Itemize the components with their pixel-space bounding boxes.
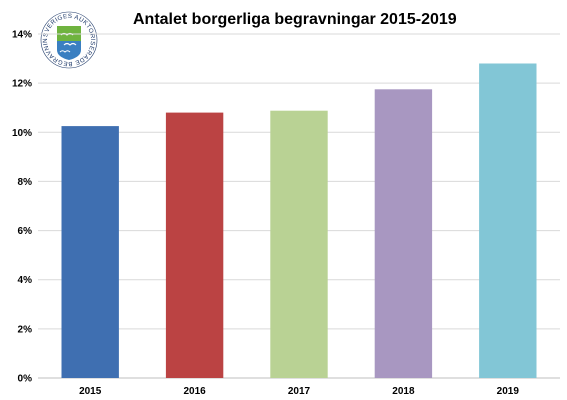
bar-2017: [270, 110, 328, 378]
y-axis-ticks: 0% 2% 4% 6% 8% 10% 12% 14%: [12, 30, 32, 385]
chart-title: Antalet borgerliga begravningar 2015-201…: [133, 11, 457, 28]
bars: [61, 63, 537, 379]
bar-2015: [61, 126, 119, 378]
y-tick-label: 10%: [12, 128, 32, 139]
bar-2019: [479, 63, 537, 378]
x-tick-label: 2018: [392, 386, 415, 397]
x-axis-ticks: 2015 2016 2017 2018 2019: [79, 386, 519, 397]
y-tick-label: 12%: [12, 79, 32, 90]
bar-2016: [165, 112, 224, 378]
x-tick-label: 2019: [497, 386, 520, 397]
y-tick-label: 6%: [18, 226, 33, 237]
y-tick-label: 0%: [18, 374, 33, 385]
x-tick-label: 2016: [183, 386, 206, 397]
x-tick-label: 2017: [288, 386, 311, 397]
x-tick-label: 2015: [79, 386, 102, 397]
logo-shield-icon: [57, 26, 81, 60]
y-tick-label: 4%: [18, 275, 33, 286]
y-tick-label: 8%: [18, 177, 33, 188]
y-tick-label: 2%: [18, 324, 33, 335]
bar-2018: [374, 89, 433, 379]
y-tick-label: 14%: [12, 30, 32, 41]
